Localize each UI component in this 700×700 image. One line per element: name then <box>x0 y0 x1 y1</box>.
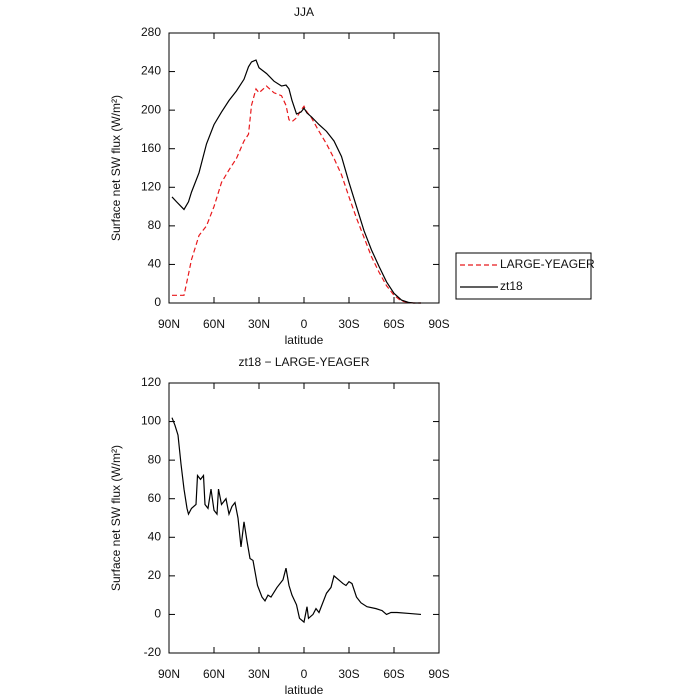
x-tick-label: 90S <box>428 317 449 331</box>
y-tick-label: 40 <box>148 257 162 271</box>
x-axis-label: latitude <box>285 683 324 697</box>
x-tick-label: 60N <box>203 317 225 331</box>
x-tick-label: 60N <box>203 667 225 681</box>
x-axis-label: latitude <box>285 333 324 347</box>
y-tick-label: -20 <box>144 645 162 659</box>
y-tick-label: 120 <box>141 179 161 193</box>
legend-label: zt18 <box>500 279 523 293</box>
y-tick-label: 100 <box>141 414 161 428</box>
x-tick-label: 90N <box>158 317 180 331</box>
y-tick-label: 0 <box>154 607 161 621</box>
x-tick-label: 60S <box>383 667 404 681</box>
y-tick-label: 160 <box>141 141 161 155</box>
y-axis-label: Surface net SW flux (W/m²) <box>109 445 123 591</box>
data-line <box>171 59 421 304</box>
data-line <box>172 85 421 304</box>
y-tick-label: 20 <box>148 568 162 582</box>
x-tick-label: 30N <box>248 667 270 681</box>
y-tick-label: 280 <box>141 25 161 39</box>
chart-title: zt18 − LARGE-YEAGER <box>238 355 369 369</box>
y-tick-label: 60 <box>148 491 162 505</box>
chart-title: JJA <box>294 5 314 19</box>
x-tick-label: 90S <box>428 667 449 681</box>
x-tick-label: 0 <box>301 667 308 681</box>
y-tick-label: 240 <box>141 64 161 78</box>
y-axis-label: Surface net SW flux (W/m²) <box>109 95 123 241</box>
y-tick-label: 0 <box>154 295 161 309</box>
y-tick-label: 120 <box>141 375 161 389</box>
data-line <box>171 417 422 624</box>
x-tick-label: 0 <box>301 317 308 331</box>
x-tick-label: 60S <box>383 317 404 331</box>
y-tick-label: 200 <box>141 102 161 116</box>
y-tick-label: 40 <box>148 529 162 543</box>
legend-label: LARGE-YEAGER <box>500 257 595 271</box>
x-tick-label: 30S <box>338 317 359 331</box>
plot-frame <box>168 32 440 304</box>
x-tick-label: 30N <box>248 317 270 331</box>
legend-box <box>455 252 592 300</box>
x-tick-label: 90N <box>158 667 180 681</box>
x-tick-label: 30S <box>338 667 359 681</box>
y-tick-label: 80 <box>148 452 162 466</box>
y-tick-label: 80 <box>148 218 162 232</box>
